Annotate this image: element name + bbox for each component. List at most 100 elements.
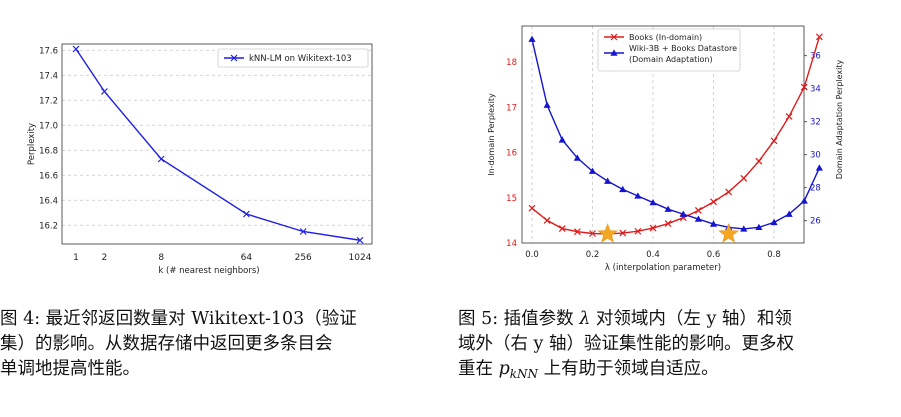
data-point bbox=[558, 136, 566, 143]
legend-label: Books (In-domain) bbox=[629, 33, 702, 42]
legend-marker bbox=[610, 33, 618, 41]
x-tick-label: 0.6 bbox=[707, 250, 721, 260]
data-point bbox=[755, 157, 763, 165]
optimum-star-marker bbox=[597, 223, 618, 243]
plot-frame bbox=[521, 25, 805, 244]
y-tick-label: 17.2 bbox=[39, 96, 58, 106]
data-point bbox=[619, 185, 627, 193]
data-point bbox=[242, 210, 250, 218]
y-tick-label: 16.2 bbox=[39, 221, 58, 231]
x-tick-label: 64 bbox=[241, 253, 253, 263]
legend-label: Wiki-3B + Books Datastore bbox=[629, 44, 737, 53]
data-point bbox=[815, 33, 823, 41]
data-point bbox=[543, 216, 551, 224]
data-point bbox=[299, 228, 307, 235]
data-point bbox=[770, 137, 778, 145]
data-point bbox=[356, 236, 364, 244]
data-point bbox=[679, 210, 687, 217]
data-point bbox=[634, 192, 642, 199]
caption-line: 图 4: 最近邻返回数量对 Wikitext-103（验证 bbox=[0, 309, 357, 329]
legend-box bbox=[217, 48, 369, 68]
y-tick-label: 17.6 bbox=[39, 46, 58, 56]
data-point bbox=[649, 198, 657, 206]
y-left-tick-label: 14 bbox=[506, 239, 517, 249]
legend: kNN-LM on Wikitext-103 bbox=[217, 48, 369, 68]
figure-4-caption: 图 4: 最近邻返回数量对 Wikitext-103（验证 集）的影响。从数据存… bbox=[0, 307, 440, 382]
plot-frame bbox=[61, 43, 373, 245]
interpolation-chart: 0.0 0.2 0.4 0.6 0.8 14 15 16 17 18 26 28 30 32 34 36 λ (… bbox=[487, 25, 844, 273]
data-point bbox=[800, 83, 808, 91]
legend-marker bbox=[610, 49, 618, 56]
x-axis-label: k (# nearest neighbors) bbox=[158, 266, 259, 276]
y-left-tick-label: 16 bbox=[506, 149, 517, 159]
y-tick-label: 16.6 bbox=[39, 171, 58, 181]
data-point bbox=[710, 198, 717, 206]
data-point bbox=[649, 224, 657, 232]
y-right-tick-label: 28 bbox=[810, 184, 821, 194]
data-point bbox=[770, 218, 778, 226]
series-line bbox=[75, 48, 361, 241]
x-tick-label: 8 bbox=[158, 253, 164, 263]
y-right-tick-label: 30 bbox=[810, 151, 821, 161]
data-point bbox=[694, 215, 702, 222]
lambda-symbol: λ bbox=[579, 309, 591, 329]
data-point bbox=[528, 204, 536, 212]
data-point bbox=[543, 101, 551, 108]
x-tick-label: 0.2 bbox=[586, 250, 600, 260]
data-point bbox=[694, 207, 702, 214]
y-right-axis-label: Domain Adaptation Perplexity bbox=[835, 59, 844, 179]
data-point bbox=[588, 167, 597, 174]
legend: Books (In-domain) Wiki-3B + Books Datasto… bbox=[597, 28, 741, 72]
y-right-tick-label: 36 bbox=[810, 52, 821, 62]
legend-label: (Domain Adaptation) bbox=[629, 55, 713, 64]
legend-box bbox=[597, 28, 741, 72]
y-left-axis-label: In-domain Perplexity bbox=[487, 93, 496, 176]
data-point bbox=[664, 220, 672, 227]
x-tick-label: 1024 bbox=[349, 253, 372, 263]
caption-line: 集）的影响。从数据存储中返回更多条目会 bbox=[0, 334, 333, 354]
x-tick-label: 0.4 bbox=[646, 250, 660, 260]
caption-text: 图 5: 插值参数 bbox=[458, 309, 580, 329]
data-point bbox=[573, 154, 581, 161]
x-tick-label: 0.0 bbox=[525, 250, 539, 260]
data-point bbox=[100, 88, 108, 95]
data-point bbox=[619, 229, 627, 237]
data-point bbox=[725, 188, 733, 196]
x-tick-label: 1 bbox=[73, 253, 79, 263]
p-knn-symbol: p bbox=[498, 359, 510, 379]
data-point bbox=[785, 210, 793, 217]
data-point bbox=[664, 205, 672, 212]
y-tick-label: 16.8 bbox=[39, 146, 58, 156]
legend-marker bbox=[230, 54, 238, 62]
y-tick-label: 17.4 bbox=[39, 71, 58, 81]
data-point bbox=[634, 227, 642, 235]
x-tick-label: 0.8 bbox=[767, 250, 781, 260]
caption-text: 上有助于领域自适应。 bbox=[538, 359, 719, 379]
caption-line: 重在 pkNN 上有助于领域自适应。 bbox=[458, 357, 898, 387]
data-point bbox=[157, 155, 165, 163]
p-knn-subscript: kNN bbox=[509, 367, 539, 381]
y-left-tick-label: 18 bbox=[506, 58, 517, 68]
y-right-tick-label: 32 bbox=[810, 118, 821, 128]
data-point bbox=[815, 164, 823, 171]
legend-label: kNN-LM on Wikitext-103 bbox=[249, 54, 352, 64]
data-point bbox=[72, 45, 80, 53]
data-point bbox=[740, 225, 748, 232]
caption-line: 图 5: 插值参数 λ 对领域内（左 y 轴）和领 bbox=[458, 307, 898, 332]
data-point bbox=[709, 220, 718, 227]
series-line bbox=[531, 36, 821, 235]
y-left-tick-label: 15 bbox=[506, 194, 517, 204]
caption-line: 单调地提高性能。 bbox=[0, 359, 140, 379]
optimum-star-marker bbox=[718, 223, 739, 243]
x-tick-label: 2 bbox=[102, 253, 108, 263]
y-tick-label: 16.4 bbox=[39, 196, 58, 206]
data-point bbox=[755, 223, 763, 231]
caption-line: 域外（右 y 轴）验证集性能的影响。更多权 bbox=[458, 334, 795, 354]
y-axis-label: Perplexity bbox=[27, 123, 37, 165]
data-point bbox=[558, 225, 566, 232]
data-point bbox=[604, 177, 612, 184]
y-left-tick-label: 17 bbox=[506, 103, 517, 113]
x-tick-label: 256 bbox=[295, 253, 312, 263]
caption-text: 对领域内（左 y 轴）和领 bbox=[590, 309, 792, 329]
